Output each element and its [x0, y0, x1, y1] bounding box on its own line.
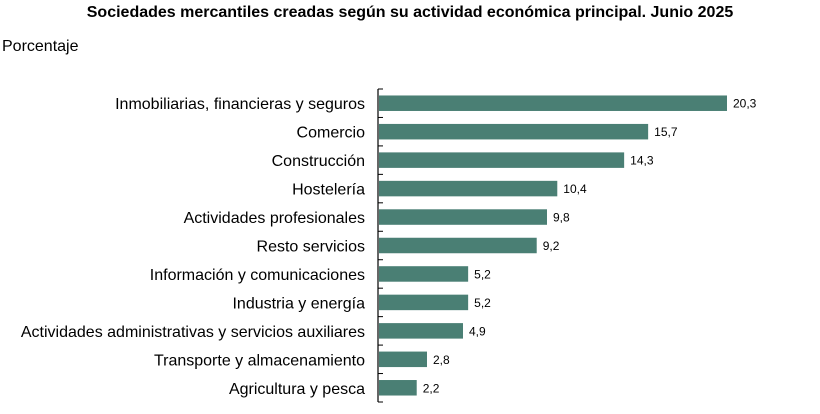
category-label: Resto servicios	[257, 239, 365, 256]
category-label: Inmobiliarias, financieras y seguros	[115, 96, 365, 113]
category-label: Transporte y almacenamiento	[154, 352, 365, 369]
bar	[379, 380, 417, 396]
data-label: 5,2	[474, 296, 491, 310]
y-axis-label: Porcentaje	[2, 38, 79, 55]
bar	[379, 180, 558, 197]
category-label: Hostelería	[292, 182, 365, 199]
data-label: 9,2	[543, 239, 560, 253]
data-label: 2,8	[433, 353, 450, 367]
data-label: 4,9	[469, 324, 486, 338]
data-label: 5,2	[474, 267, 491, 281]
bar	[379, 237, 537, 254]
data-label: 14,3	[630, 154, 654, 168]
bar	[379, 266, 469, 282]
data-label: 2,2	[423, 381, 440, 395]
bar	[379, 209, 547, 225]
data-label: 9,8	[553, 211, 570, 225]
bar	[379, 123, 649, 140]
category-label: Industria y energía	[232, 295, 365, 312]
chart-title: Sociedades mercantiles creadas según su …	[86, 4, 734, 21]
category-label: Construcción	[272, 153, 365, 170]
data-label: 20,3	[733, 97, 757, 111]
data-label: 15,7	[654, 125, 678, 139]
data-label: 10,4	[563, 182, 587, 196]
category-label: Actividades administrativas y servicios …	[21, 324, 365, 341]
category-label: Actividades profesionales	[184, 210, 365, 227]
bar	[379, 152, 625, 168]
bar	[379, 351, 427, 368]
category-label: Agricultura y pesca	[229, 381, 365, 398]
bar	[379, 323, 463, 339]
bar	[379, 294, 469, 311]
category-label: Comercio	[297, 125, 366, 142]
bar	[379, 95, 727, 111]
category-label: Información y comunicaciones	[150, 267, 365, 284]
